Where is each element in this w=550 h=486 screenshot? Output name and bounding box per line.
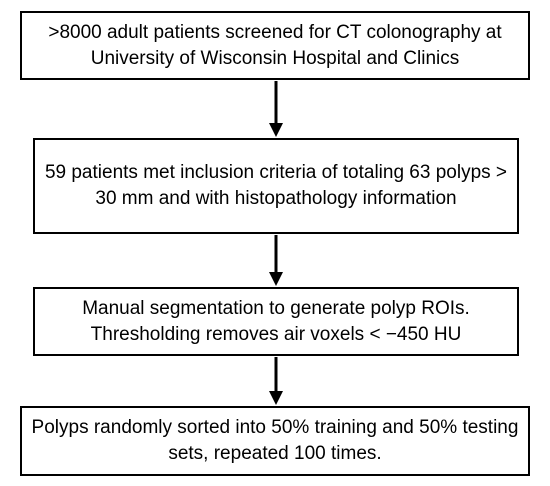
- arrow-down-icon: [269, 235, 283, 286]
- step-4-text: Polyps randomly sorted into 50% training…: [31, 417, 519, 464]
- step-4-box: Polyps randomly sorted into 50% training…: [20, 406, 530, 476]
- step-1-text: >8000 adult patients screened for CT col…: [48, 21, 502, 69]
- arrow-down-icon: [269, 81, 283, 137]
- step-2-box: 59 patients met inclusion criteria of to…: [33, 138, 519, 234]
- step-1-box: >8000 adult patients screened for CT col…: [20, 11, 530, 80]
- step-3-text: Manual segmentation to generate polyp RO…: [82, 297, 470, 345]
- arrow-down-icon: [269, 357, 283, 405]
- step-3-box: Manual segmentation to generate polyp RO…: [33, 287, 519, 356]
- step-2-text: 59 patients met inclusion criteria of to…: [44, 162, 508, 209]
